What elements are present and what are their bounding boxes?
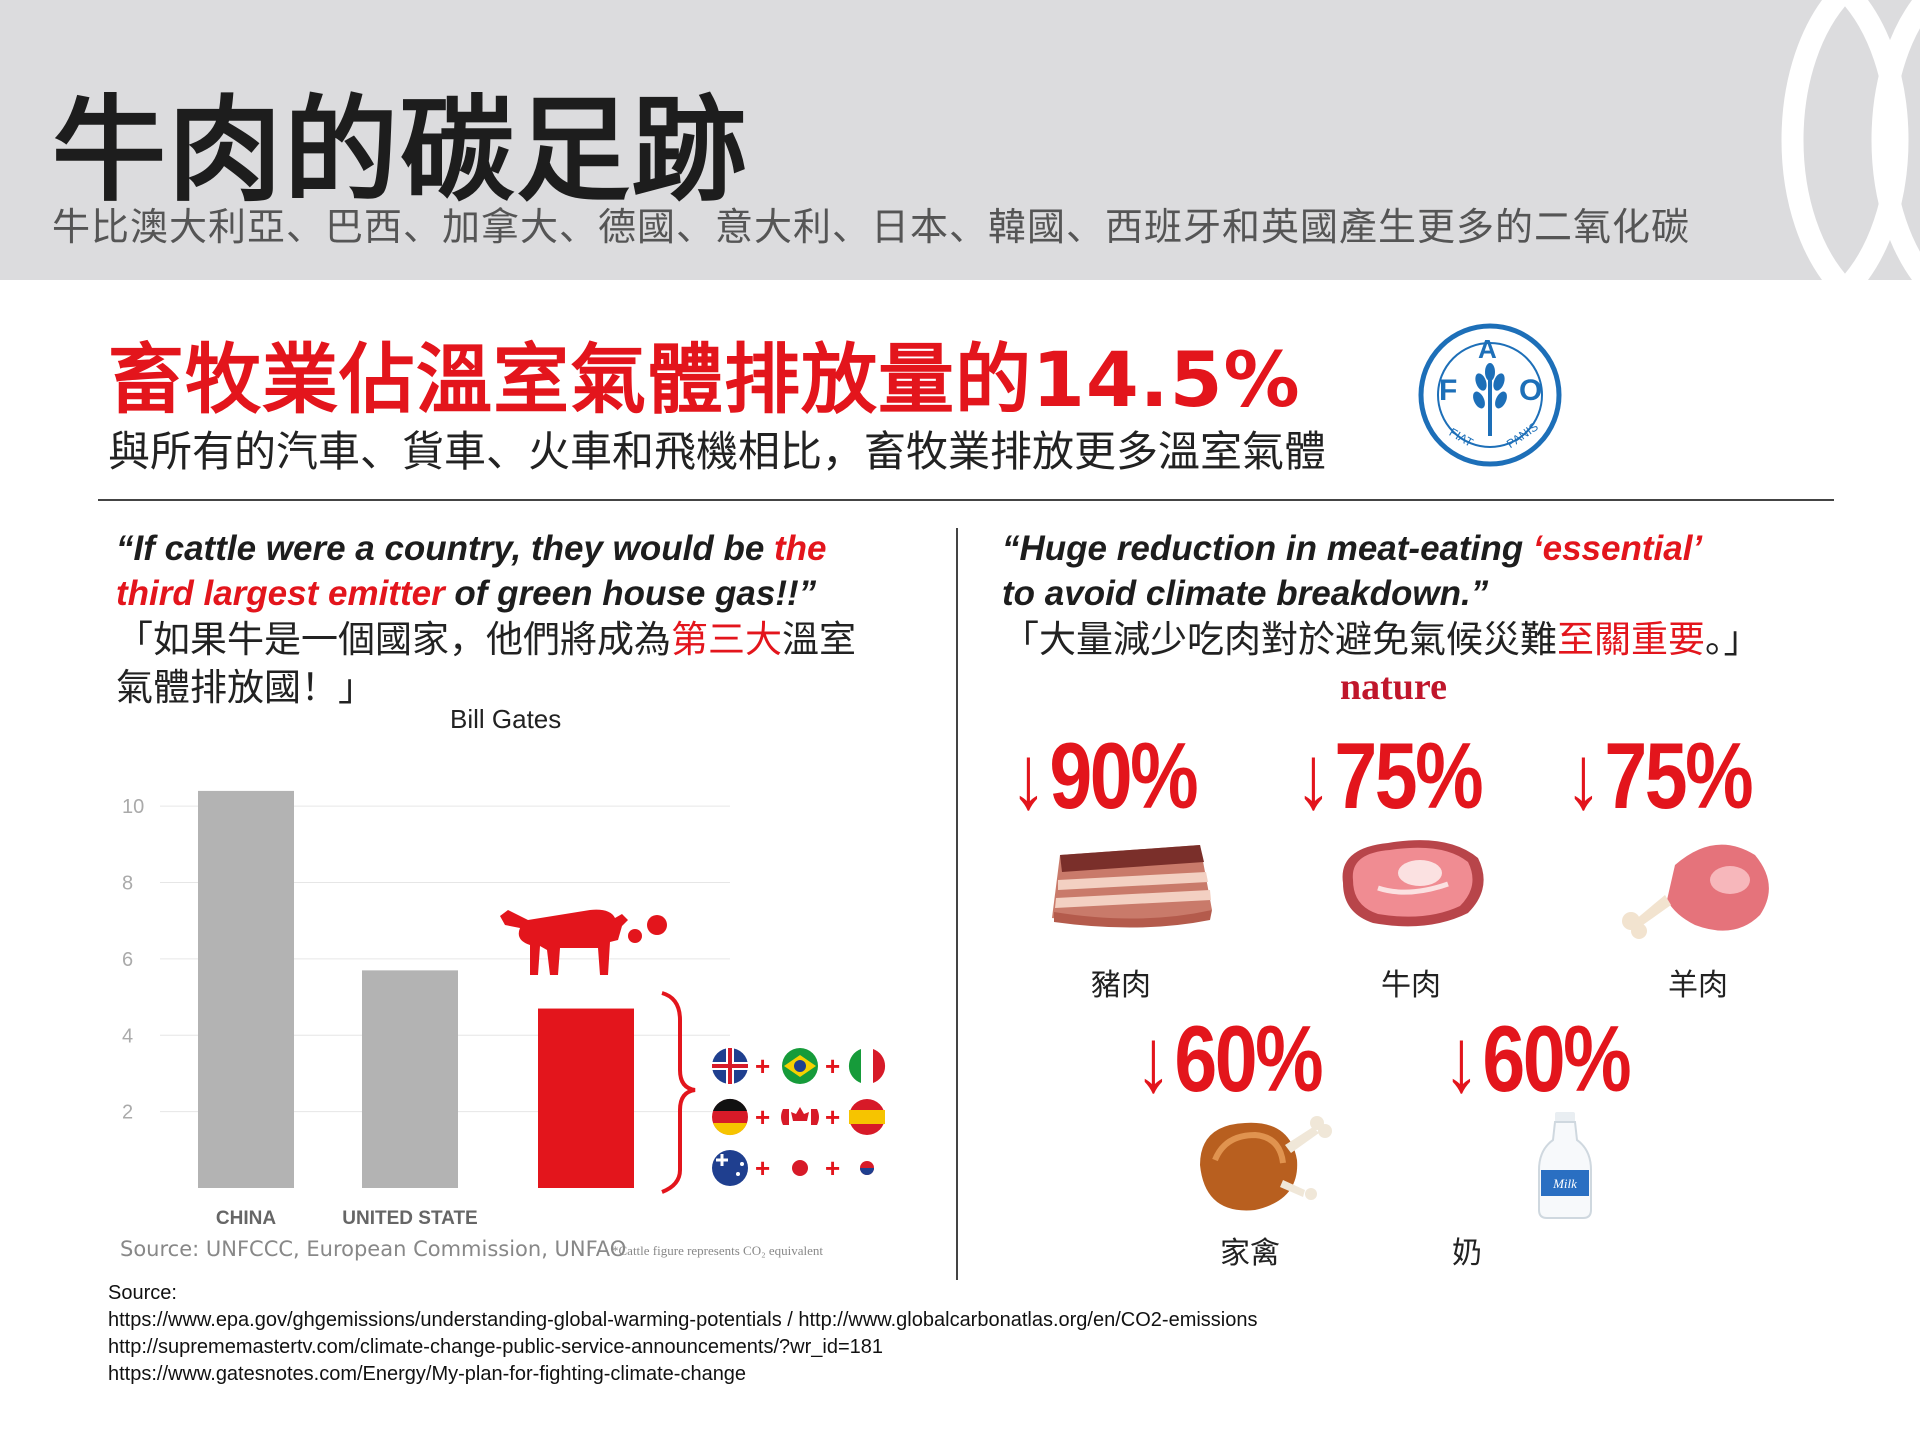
down-arrow-icon: ↓ bbox=[1295, 728, 1332, 828]
quote-highlight: ‘essential’ bbox=[1532, 529, 1703, 568]
down-arrow-icon: ↓ bbox=[1135, 1011, 1172, 1111]
y-tick-label: 8 bbox=[122, 873, 133, 895]
percent-value: 75% bbox=[1604, 723, 1753, 828]
plus-icon: + bbox=[755, 1051, 770, 1081]
japan-flag-icon bbox=[782, 1150, 818, 1186]
quote-author: Bill Gates bbox=[450, 704, 562, 734]
reduction-percent: ↓90% bbox=[1010, 722, 1199, 830]
germany-flag-icon bbox=[712, 1098, 748, 1136]
quote-text: of green house gas!!” bbox=[444, 574, 817, 613]
plus-icon: + bbox=[825, 1051, 840, 1081]
sources-heading: Source: bbox=[108, 1282, 177, 1304]
fao-letter-f: F bbox=[1439, 374, 1457, 407]
plus-icon: + bbox=[755, 1102, 770, 1132]
bar bbox=[538, 1008, 634, 1188]
plus-icon: + bbox=[755, 1153, 770, 1183]
italy-flag-icon bbox=[848, 1048, 886, 1084]
uk-flag-icon bbox=[712, 1048, 748, 1084]
x-tick-label: CHINA bbox=[216, 1208, 276, 1229]
y-tick-label: 6 bbox=[122, 949, 133, 971]
vertical-divider bbox=[956, 528, 958, 1280]
left-quote-zh-line1: 「如果牛是一個國家，他們將成為第三大溫室 bbox=[116, 616, 856, 664]
milk-bottle-icon: Milk bbox=[1538, 1112, 1592, 1219]
steak-icon bbox=[1342, 840, 1484, 927]
fao-logo-icon: F A O FIAT PANIS bbox=[1418, 323, 1562, 467]
nature-logo: nature bbox=[1340, 666, 1447, 708]
korea-flag-icon bbox=[849, 1150, 885, 1186]
right-quote: “Huge reduction in meat-eating ‘essentia… bbox=[1002, 526, 1761, 664]
fao-letter-o: O bbox=[1519, 374, 1542, 407]
reduction-percent: ↓60% bbox=[1135, 1005, 1324, 1113]
source-link[interactable]: https://www.gatesnotes.com/Energy/My-pla… bbox=[108, 1363, 747, 1385]
roast-chicken-icon bbox=[1200, 1116, 1332, 1211]
quote-highlight: third largest emitter bbox=[116, 574, 445, 613]
sources-block: Source: https://www.epa.gov/ghgemissions… bbox=[108, 1280, 1257, 1388]
reduction-percent: ↓60% bbox=[1443, 1005, 1632, 1113]
y-tick-label: 10 bbox=[122, 796, 144, 818]
food-label: 牛肉 bbox=[1381, 968, 1441, 1003]
page-title: 牛肉的碳足跡 bbox=[52, 84, 749, 217]
x-tick-label: UNITED STATE bbox=[342, 1208, 477, 1229]
quote-text: “If cattle were a country, they would be bbox=[116, 529, 775, 568]
quote-text: 「大量減少吃肉對於避免氣候災難 bbox=[1002, 618, 1557, 661]
percent-value: 90% bbox=[1049, 723, 1198, 828]
emissions-bar-chart: 2 4 6 8 10 CHINA UNITED STATE bbox=[122, 790, 886, 1229]
brazil-flag-icon bbox=[782, 1048, 818, 1084]
header-band bbox=[0, 0, 1920, 280]
reduction-percent: ↓75% bbox=[1565, 722, 1754, 830]
fao-letter-a: A bbox=[1478, 334, 1497, 364]
down-arrow-icon: ↓ bbox=[1010, 728, 1047, 828]
source-link[interactable]: http://suprememastertv.com/climate-chang… bbox=[108, 1336, 883, 1358]
bar bbox=[198, 790, 294, 1188]
down-arrow-icon: ↓ bbox=[1565, 728, 1602, 828]
reduction-percent: ↓75% bbox=[1295, 722, 1484, 830]
percent-value: 60% bbox=[1174, 1006, 1323, 1111]
food-label: 奶 bbox=[1452, 1236, 1482, 1271]
quote-text: “Huge reduction in meat-eating bbox=[1002, 529, 1533, 568]
page-subtitle: 牛比澳大利亞、巴西、加拿大、德國、意大利、日本、韓國、西班牙和英國產生更多的二氧… bbox=[52, 205, 1691, 249]
bacon-icon bbox=[1052, 845, 1212, 928]
right-quote-en-line1: “Huge reduction in meat-eating ‘essentia… bbox=[1002, 526, 1761, 571]
quote-highlight: 第三大 bbox=[671, 618, 782, 661]
left-quote: “If cattle were a country, they would be… bbox=[116, 526, 856, 712]
source-link[interactable]: https://www.epa.gov/ghgemissions/underst… bbox=[108, 1309, 1258, 1331]
headline-stat: 畜牧業佔溫室氣體排放量的14.5% bbox=[108, 335, 1301, 424]
percent-value: 75% bbox=[1334, 723, 1483, 828]
percent-value: 60% bbox=[1482, 1006, 1631, 1111]
left-quote-en-line2: third largest emitter of green house gas… bbox=[116, 571, 856, 616]
chart-source: Source: UNFCCC, European Commission, UNF… bbox=[120, 1237, 627, 1261]
quote-text: 溫室 bbox=[782, 618, 856, 661]
food-label: 豬肉 bbox=[1091, 968, 1151, 1003]
food-label: 羊肉 bbox=[1668, 968, 1728, 1003]
y-tick-label: 4 bbox=[122, 1025, 133, 1047]
plus-icon: + bbox=[825, 1153, 840, 1183]
bar bbox=[362, 970, 458, 1188]
left-quote-zh-line2: 氣體排放國！」 bbox=[116, 666, 375, 709]
quote-highlight: the bbox=[774, 529, 827, 568]
quote-highlight: 至關重要 bbox=[1557, 618, 1705, 661]
right-quote-en-line2: to avoid climate breakdown.” bbox=[1002, 574, 1489, 613]
quote-text: 「如果牛是一個國家，他們將成為 bbox=[116, 618, 671, 661]
milk-bottle-label: Milk bbox=[1552, 1176, 1577, 1191]
australia-flag-icon bbox=[712, 1150, 748, 1186]
right-quote-zh: 「大量減少吃肉對於避免氣候災難至關重要。」 bbox=[1002, 616, 1761, 664]
spain-flag-icon bbox=[849, 1099, 885, 1135]
plus-icon: + bbox=[825, 1102, 840, 1132]
down-arrow-icon: ↓ bbox=[1443, 1011, 1480, 1111]
quote-text: 。」 bbox=[1705, 618, 1761, 661]
headline-subtext: 與所有的汽車、貨車、火車和飛機相比，畜牧業排放更多溫室氣體 bbox=[108, 427, 1327, 476]
cow-icon bbox=[500, 909, 667, 975]
left-quote-en-line1: “If cattle were a country, they would be… bbox=[116, 526, 856, 571]
lamb-leg-icon bbox=[1622, 844, 1769, 939]
bracket-icon bbox=[661, 991, 696, 1194]
brand-logo-icon bbox=[1781, 0, 1920, 280]
food-label: 家禽 bbox=[1220, 1236, 1280, 1271]
canada-flag-icon bbox=[781, 1099, 819, 1135]
horizontal-divider bbox=[98, 499, 1834, 501]
y-tick-label: 2 bbox=[122, 1102, 133, 1124]
chart-note: *Cattle figure represents CO₂ equivalent bbox=[612, 1243, 824, 1258]
country-flags: + + + + + + bbox=[712, 1048, 886, 1186]
